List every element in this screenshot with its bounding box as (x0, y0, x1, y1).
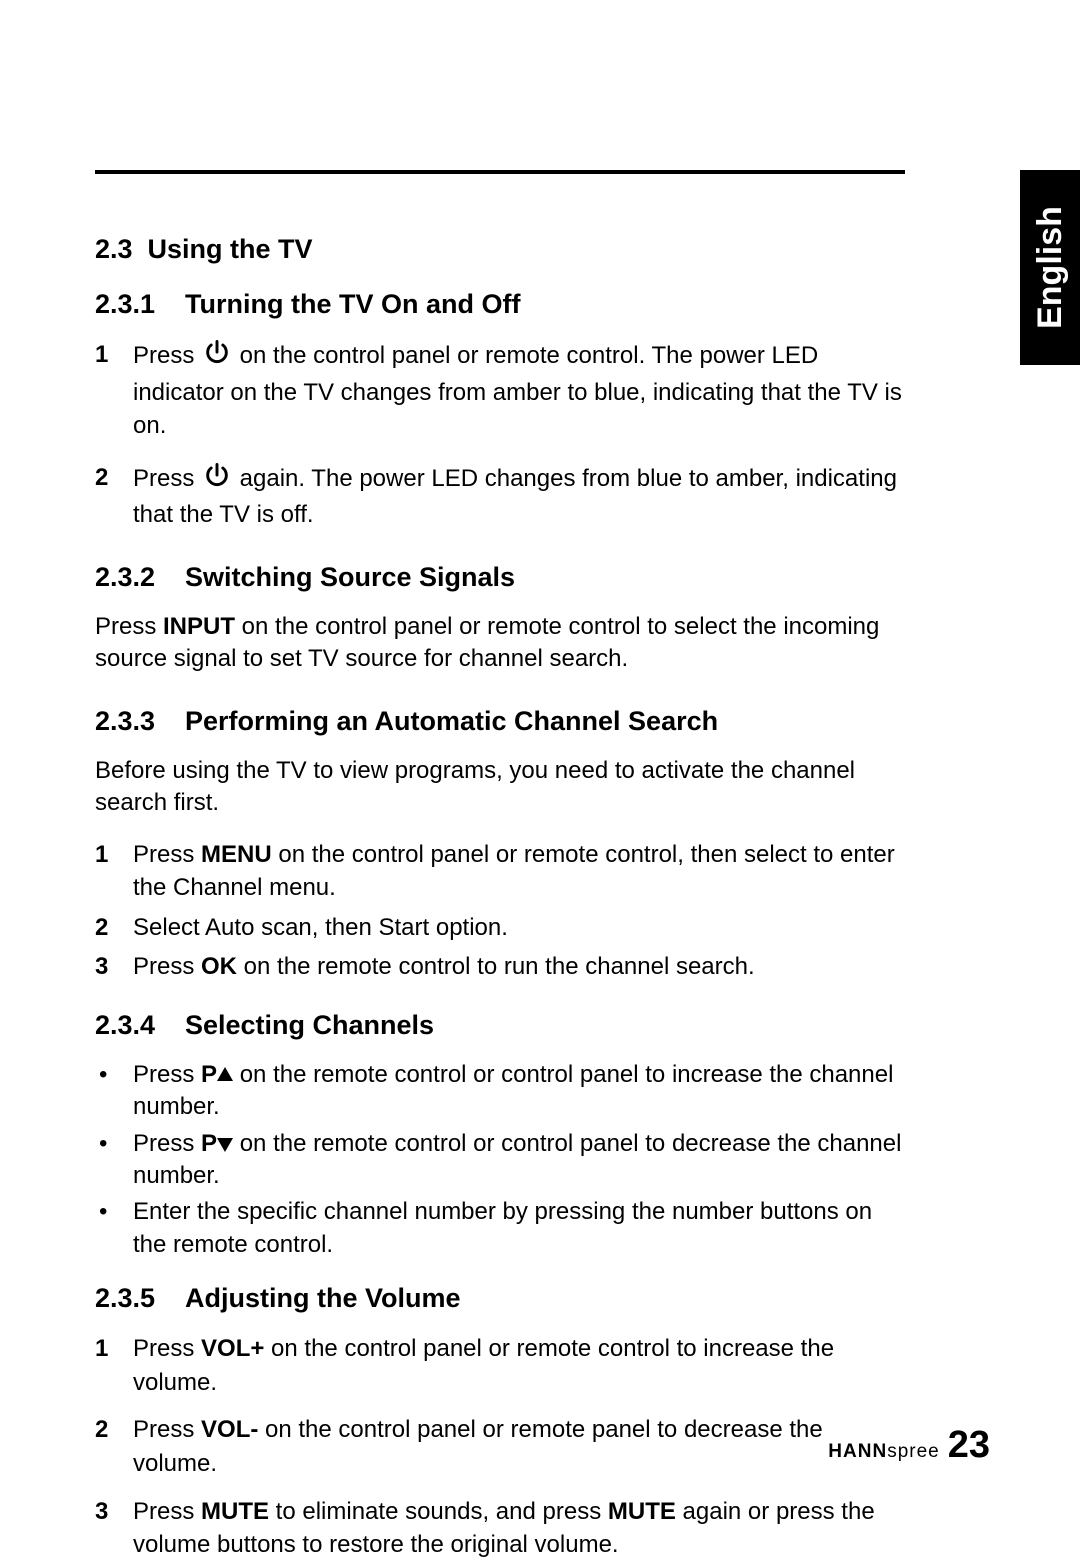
heading-num: 2.3.4 (95, 1010, 185, 1041)
list-item: • Press P on the remote control or contr… (95, 1128, 905, 1193)
bullets-2-3-4: • Press P on the remote control or contr… (95, 1059, 905, 1261)
heading-2-3-3: 2.3.3Performing an Automatic Channel Sea… (95, 706, 905, 737)
page-content: 2.3 Using the TV 2.3.1Turning the TV On … (0, 0, 1080, 1562)
step-text: Press MENU on the control panel or remot… (133, 838, 905, 905)
list-item: 2 Press again. The power LED changes fro… (95, 461, 905, 532)
list-item: 3 Press MUTE to eliminate sounds, and pr… (95, 1495, 905, 1562)
heading-title: Turning the TV On and Off (185, 289, 520, 319)
step-text: Press on the control panel or remote con… (133, 338, 905, 443)
step-number: 3 (95, 1495, 133, 1562)
heading-title: Selecting Channels (185, 1010, 434, 1040)
item-text: Press P on the remote control or control… (133, 1128, 905, 1193)
bullet: • (95, 1128, 133, 1193)
page-number: 23 (948, 1424, 990, 1467)
heading-2-3-1: 2.3.1Turning the TV On and Off (95, 289, 905, 320)
list-item: • Press P on the remote control or contr… (95, 1059, 905, 1124)
step-text: Press MUTE to eliminate sounds, and pres… (133, 1495, 905, 1562)
body-2-3-2: Press INPUT on the control panel or remo… (95, 611, 905, 676)
step-text: Press OK on the remote control to run th… (133, 950, 905, 984)
list-item: 3 Press OK on the remote control to run … (95, 950, 905, 984)
heading-title: Switching Source Signals (185, 562, 515, 592)
item-text: Press P on the remote control or control… (133, 1059, 905, 1124)
intro-2-3-3: Before using the TV to view programs, yo… (95, 755, 905, 820)
power-icon (203, 461, 231, 499)
power-icon (203, 338, 231, 376)
heading-num: 2.3.1 (95, 289, 185, 320)
bullet: • (95, 1059, 133, 1124)
steps-2-3-3: 1 Press MENU on the control panel or rem… (95, 838, 905, 984)
list-item: 2 Press VOL- on the control panel or rem… (95, 1413, 905, 1480)
step-number: 2 (95, 461, 133, 532)
list-item: 1 Press VOL+ on the control panel or rem… (95, 1332, 905, 1399)
heading-num: 2.3 (95, 234, 140, 265)
step-text: Press again. The power LED changes from … (133, 461, 905, 532)
heading-num: 2.3.5 (95, 1283, 185, 1314)
heading-2-3: 2.3 Using the TV (95, 234, 905, 265)
heading-title: Using the TV (148, 234, 313, 264)
top-rule (95, 170, 905, 174)
down-arrow-icon (217, 1138, 233, 1152)
steps-2-3-5: 1 Press VOL+ on the control panel or rem… (95, 1332, 905, 1562)
list-item: 2 Select Auto scan, then Start option. (95, 911, 905, 945)
list-item: 1 Press on the control panel or remote c… (95, 338, 905, 443)
bullet: • (95, 1196, 133, 1261)
heading-title: Adjusting the Volume (185, 1283, 461, 1313)
step-number: 3 (95, 950, 133, 984)
heading-2-3-5: 2.3.5Adjusting the Volume (95, 1283, 905, 1314)
step-number: 2 (95, 1413, 133, 1480)
step-number: 2 (95, 911, 133, 945)
step-text: Press VOL+ on the control panel or remot… (133, 1332, 905, 1399)
heading-title: Performing an Automatic Channel Search (185, 706, 718, 736)
page-footer: HANNspree 23 (828, 1424, 990, 1467)
brand-logo: HANNspree (828, 1437, 939, 1463)
step-text: Select Auto scan, then Start option. (133, 911, 905, 945)
heading-2-3-4: 2.3.4Selecting Channels (95, 1010, 905, 1041)
heading-2-3-2: 2.3.2Switching Source Signals (95, 562, 905, 593)
step-number: 1 (95, 338, 133, 443)
heading-num: 2.3.3 (95, 706, 185, 737)
step-number: 1 (95, 1332, 133, 1399)
steps-2-3-1: 1 Press on the control panel or remote c… (95, 338, 905, 532)
list-item: 1 Press MENU on the control panel or rem… (95, 838, 905, 905)
item-text: Enter the specific channel number by pre… (133, 1196, 905, 1261)
list-item: • Enter the specific channel number by p… (95, 1196, 905, 1261)
heading-num: 2.3.2 (95, 562, 185, 593)
step-number: 1 (95, 838, 133, 905)
step-text: Press VOL- on the control panel or remot… (133, 1413, 905, 1480)
up-arrow-icon (217, 1067, 233, 1081)
